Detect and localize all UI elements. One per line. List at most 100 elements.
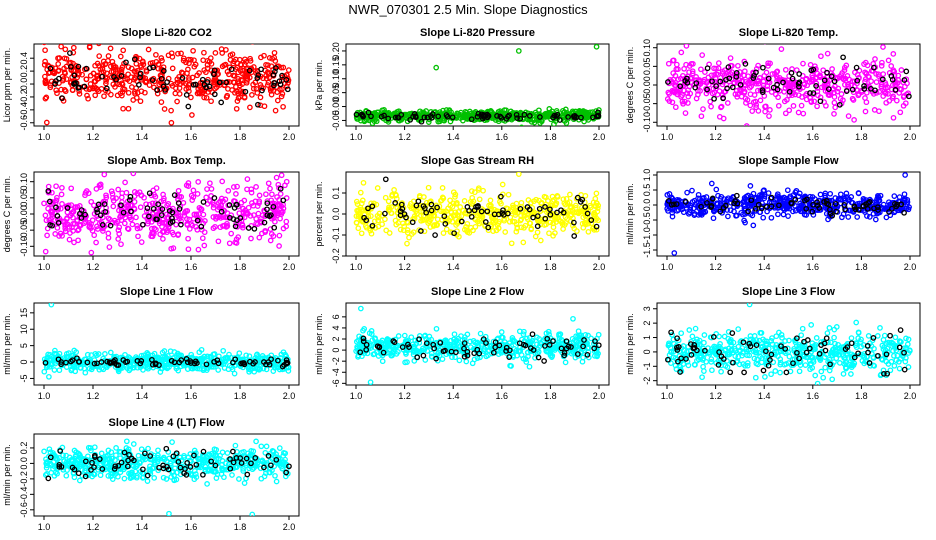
data-point bbox=[868, 78, 874, 85]
y-axis-label: degrees C per min. bbox=[2, 176, 12, 253]
data-point bbox=[103, 192, 109, 199]
data-point bbox=[253, 85, 260, 92]
data-point bbox=[91, 202, 97, 209]
data-point bbox=[94, 223, 100, 230]
data-point bbox=[368, 328, 375, 334]
data-point bbox=[222, 354, 229, 361]
data-point bbox=[217, 198, 224, 205]
highlight-point bbox=[729, 84, 736, 91]
data-point bbox=[174, 192, 181, 199]
x-tick-label: 1.6 bbox=[807, 262, 820, 272]
data-point bbox=[543, 330, 550, 337]
highlight-point bbox=[158, 212, 165, 218]
data-point bbox=[838, 91, 845, 97]
highlight-point bbox=[530, 347, 537, 353]
data-point bbox=[358, 230, 365, 237]
y-tick-label: -0.2 bbox=[19, 89, 29, 105]
highlight-point bbox=[547, 211, 554, 218]
data-point bbox=[165, 215, 172, 221]
highlight-point bbox=[692, 84, 699, 91]
data-point bbox=[691, 211, 698, 217]
highlight-point bbox=[363, 341, 370, 348]
x-tick-label: 1.8 bbox=[544, 262, 557, 272]
y-tick-label: 4 bbox=[331, 325, 341, 330]
data-point bbox=[266, 74, 273, 81]
data-point bbox=[57, 230, 64, 237]
highlight-point bbox=[474, 346, 481, 353]
data-point bbox=[131, 68, 138, 75]
data-point bbox=[765, 190, 772, 196]
points bbox=[41, 172, 290, 256]
highlight-point bbox=[893, 203, 900, 210]
highlight-point bbox=[187, 358, 194, 364]
highlight-point bbox=[748, 197, 755, 204]
highlight-point bbox=[156, 362, 162, 368]
data-point bbox=[358, 200, 365, 207]
data-point bbox=[838, 72, 845, 78]
data-point bbox=[499, 181, 506, 188]
outlier-point bbox=[58, 44, 64, 50]
data-point bbox=[233, 105, 240, 112]
highlight-point bbox=[102, 208, 109, 215]
x-tick-label: 1.0 bbox=[38, 391, 51, 401]
x-tick-label: 1.6 bbox=[185, 391, 198, 401]
highlight-point bbox=[434, 204, 440, 211]
panel-title: Slope Sample Flow bbox=[738, 155, 839, 167]
highlight-point bbox=[517, 205, 524, 212]
highlight-point bbox=[75, 63, 82, 70]
highlight-point bbox=[752, 205, 759, 212]
data-point bbox=[516, 328, 523, 335]
data-point bbox=[844, 195, 851, 201]
data-point bbox=[453, 201, 459, 207]
data-point bbox=[462, 108, 469, 115]
data-point bbox=[673, 61, 680, 68]
data-point bbox=[585, 228, 592, 235]
data-point bbox=[44, 232, 50, 239]
data-point bbox=[416, 333, 423, 339]
data-point bbox=[145, 46, 152, 53]
data-point bbox=[447, 202, 454, 209]
data-point bbox=[742, 219, 748, 226]
data-point bbox=[715, 60, 722, 66]
highlight-point bbox=[263, 361, 269, 368]
x-tick-label: 1.4 bbox=[758, 391, 771, 401]
data-point bbox=[875, 71, 882, 78]
highlight-point bbox=[759, 87, 766, 94]
data-point bbox=[498, 349, 505, 356]
highlight-point bbox=[126, 197, 133, 203]
data-point bbox=[42, 212, 49, 219]
highlight-point bbox=[813, 83, 819, 89]
highlight-point bbox=[365, 109, 372, 116]
data-point bbox=[693, 77, 700, 83]
x-tick-label: 1.2 bbox=[709, 132, 722, 142]
highlight-point bbox=[97, 212, 104, 219]
plot-frame bbox=[656, 302, 921, 386]
data-point bbox=[87, 85, 94, 91]
data-point bbox=[186, 75, 192, 81]
data-point bbox=[593, 215, 600, 222]
data-point bbox=[526, 363, 533, 370]
data-point bbox=[439, 356, 446, 362]
data-point bbox=[55, 354, 62, 360]
data-point bbox=[464, 220, 471, 227]
x-tick-label: 1.2 bbox=[398, 391, 411, 401]
data-point bbox=[436, 352, 443, 359]
data-point bbox=[256, 198, 263, 205]
data-point bbox=[88, 352, 95, 358]
data-point bbox=[141, 194, 147, 201]
highlight-point bbox=[449, 114, 456, 121]
highlight-point bbox=[403, 214, 409, 221]
highlight-point bbox=[146, 213, 152, 220]
x-tick-label: 1.2 bbox=[398, 262, 411, 272]
data-point bbox=[841, 195, 848, 202]
data-point bbox=[54, 90, 60, 97]
data-point bbox=[674, 91, 680, 97]
data-point bbox=[450, 189, 457, 196]
highlight-point bbox=[385, 115, 392, 122]
data-point bbox=[161, 195, 167, 202]
data-point bbox=[513, 228, 520, 235]
data-point bbox=[226, 240, 233, 247]
y-axis-label: ml/min per min. bbox=[625, 313, 635, 375]
data-point bbox=[680, 209, 687, 216]
data-point bbox=[820, 67, 827, 74]
